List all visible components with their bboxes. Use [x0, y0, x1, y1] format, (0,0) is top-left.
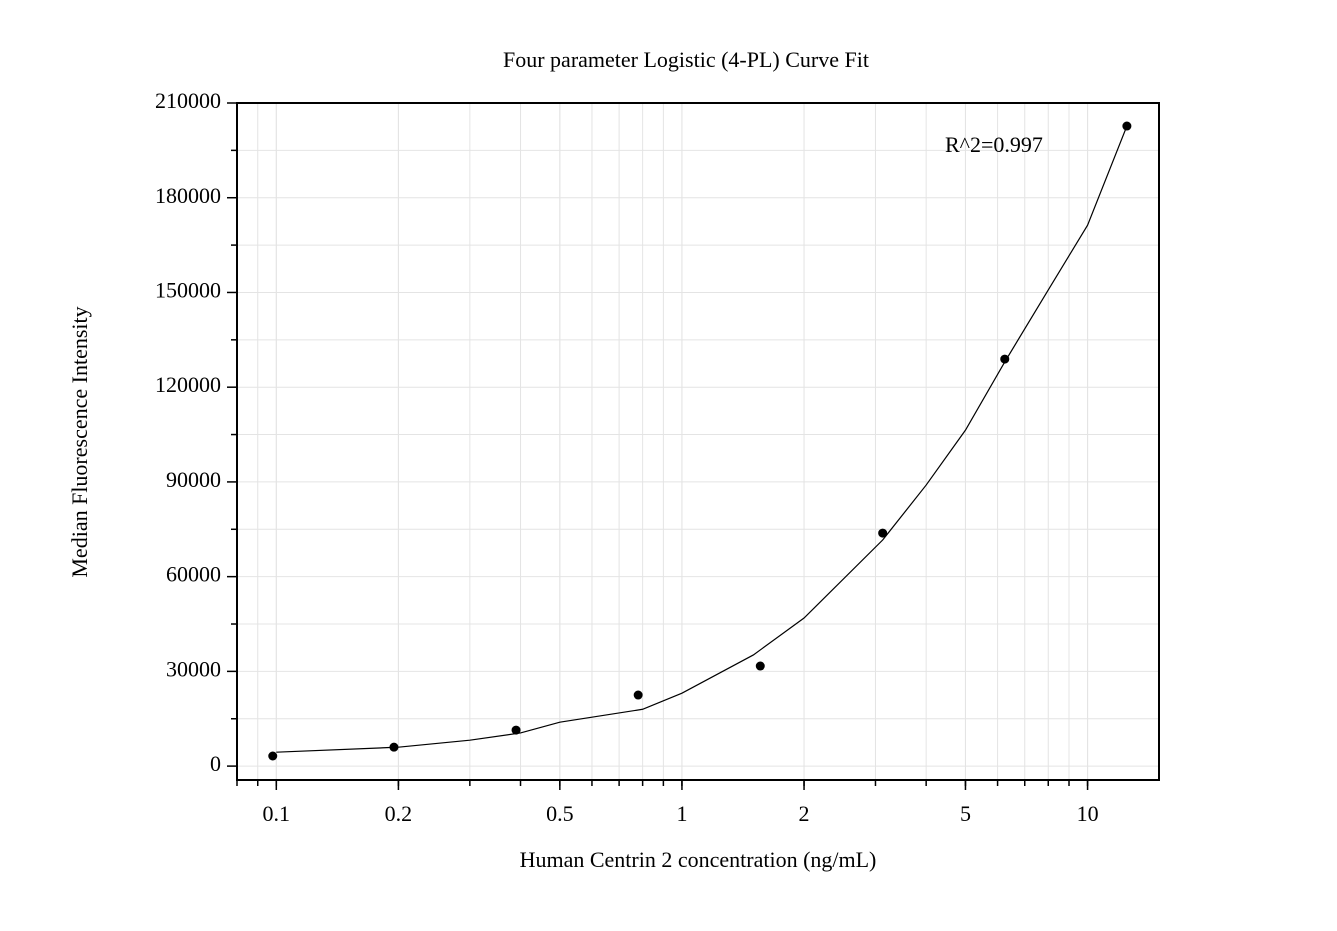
plot-area	[268, 121, 1132, 761]
data-point	[633, 690, 643, 700]
x-axis-label: Human Centrin 2 concentration (ng/mL)	[520, 847, 877, 872]
plot-frame	[236, 102, 1160, 781]
chart-title: Four parameter Logistic (4-PL) Curve Fit	[503, 47, 869, 72]
x-tick-label: 1	[676, 801, 687, 826]
data-point	[511, 725, 521, 735]
x-tick-label: 2	[799, 801, 810, 826]
grid	[236, 102, 1159, 780]
y-axis-label: Median Fluorescence Intensity	[67, 306, 92, 577]
y-tick-label: 90000	[166, 467, 221, 492]
y-tick-label: 60000	[166, 562, 221, 587]
data-point	[1000, 354, 1010, 364]
annotation: R^2=0.997	[945, 132, 1043, 157]
x-tick-label: 0.2	[385, 801, 413, 826]
x-tick-label: 10	[1077, 801, 1099, 826]
x-tick-label: 0.5	[546, 801, 574, 826]
y-tick-label: 0	[210, 751, 221, 776]
x-tick-label: 0.1	[263, 801, 291, 826]
data-point	[878, 528, 888, 538]
y-tick-label: 150000	[155, 278, 221, 303]
y-tick-label: 180000	[155, 183, 221, 208]
y-tick-label: 210000	[155, 88, 221, 113]
data-point	[755, 661, 765, 671]
y-tick-label: 30000	[166, 656, 221, 681]
x-tick-label: 5	[960, 801, 971, 826]
y-tick-label: 120000	[155, 372, 221, 397]
data-point	[268, 751, 278, 761]
fit-curve	[276, 125, 1128, 753]
